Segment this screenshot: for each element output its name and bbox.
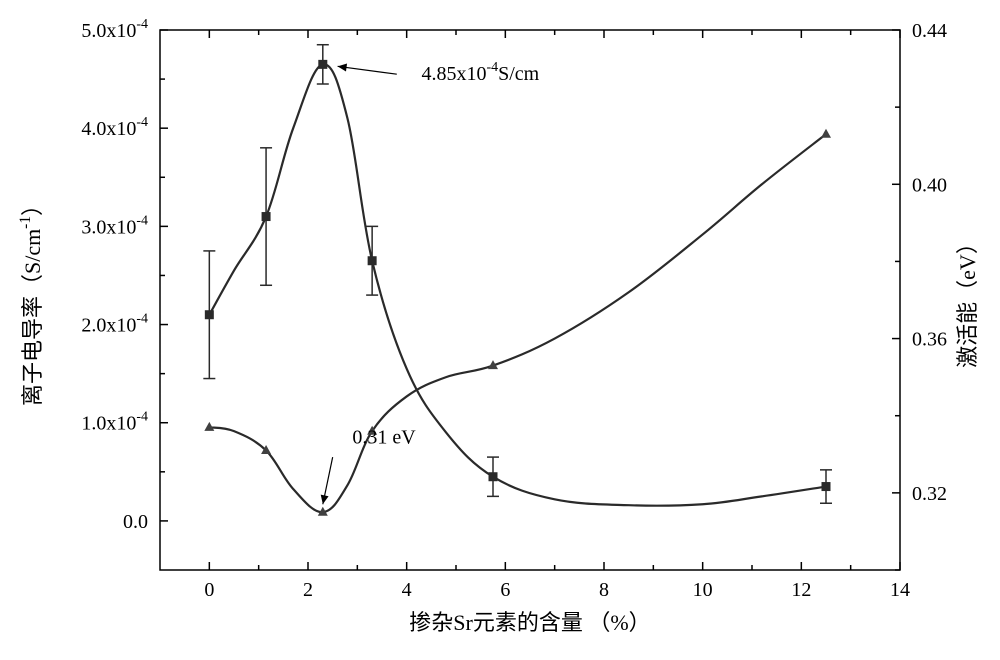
svg-text:12: 12 (791, 579, 811, 601)
svg-text:2.0x10-4​: 2.0x10-4​ (81, 312, 148, 337)
svg-text:4.0x10-4​: 4.0x10-4​ (81, 115, 148, 140)
conductivity-marker (822, 482, 831, 491)
dual-axis-chart: 0 2 4 6 8 10 12 14 0.0 1.0x10-4​ 2.0x10-4​ 3.0x10-4… (0, 0, 1000, 655)
svg-text:8: 8 (599, 579, 609, 601)
annotation-0: 4.85x10-4​S/cm (421, 60, 539, 85)
y-axis-left-title: 离子电导率（S/cm-1​） (17, 194, 45, 406)
svg-text:2: 2 (303, 579, 313, 601)
conductivity-marker (368, 256, 377, 265)
svg-text:0: 0 (204, 579, 214, 601)
svg-text:0.44: 0.44 (912, 20, 947, 42)
conductivity-marker (262, 212, 271, 221)
svg-text:0.40: 0.40 (912, 174, 947, 196)
chart-container: 0 2 4 6 8 10 12 14 0.0 1.0x10-4​ 2.0x10-4​ 3.0x10-4… (0, 0, 1000, 655)
svg-text:4: 4 (402, 579, 412, 601)
svg-text:3.0x10-4​: 3.0x10-4​ (81, 213, 148, 238)
conductivity-marker (318, 60, 327, 69)
annotation-1: 0.31 eV (352, 426, 416, 448)
activation-marker (204, 422, 214, 431)
conductivity-marker (205, 310, 214, 319)
conductivity-marker (489, 472, 498, 481)
svg-text:1.0x10-4​: 1.0x10-4​ (81, 410, 148, 435)
conductivity-line (209, 64, 826, 505)
svg-text:14: 14 (890, 579, 910, 601)
svg-text:0.32: 0.32 (912, 483, 947, 505)
svg-text:0.36: 0.36 (912, 329, 947, 351)
x-axis-title: 掺杂Sr元素的含量 （%） (409, 610, 650, 635)
activation-marker (821, 129, 831, 138)
svg-text:10: 10 (693, 579, 713, 601)
y-axis-right-title: 激活能（eV） (955, 232, 980, 368)
activation-line (209, 134, 826, 512)
svg-text:5.0x10-4​: 5.0x10-4​ (81, 17, 148, 42)
svg-text:0.0: 0.0 (123, 511, 148, 533)
svg-text:6: 6 (500, 579, 510, 601)
